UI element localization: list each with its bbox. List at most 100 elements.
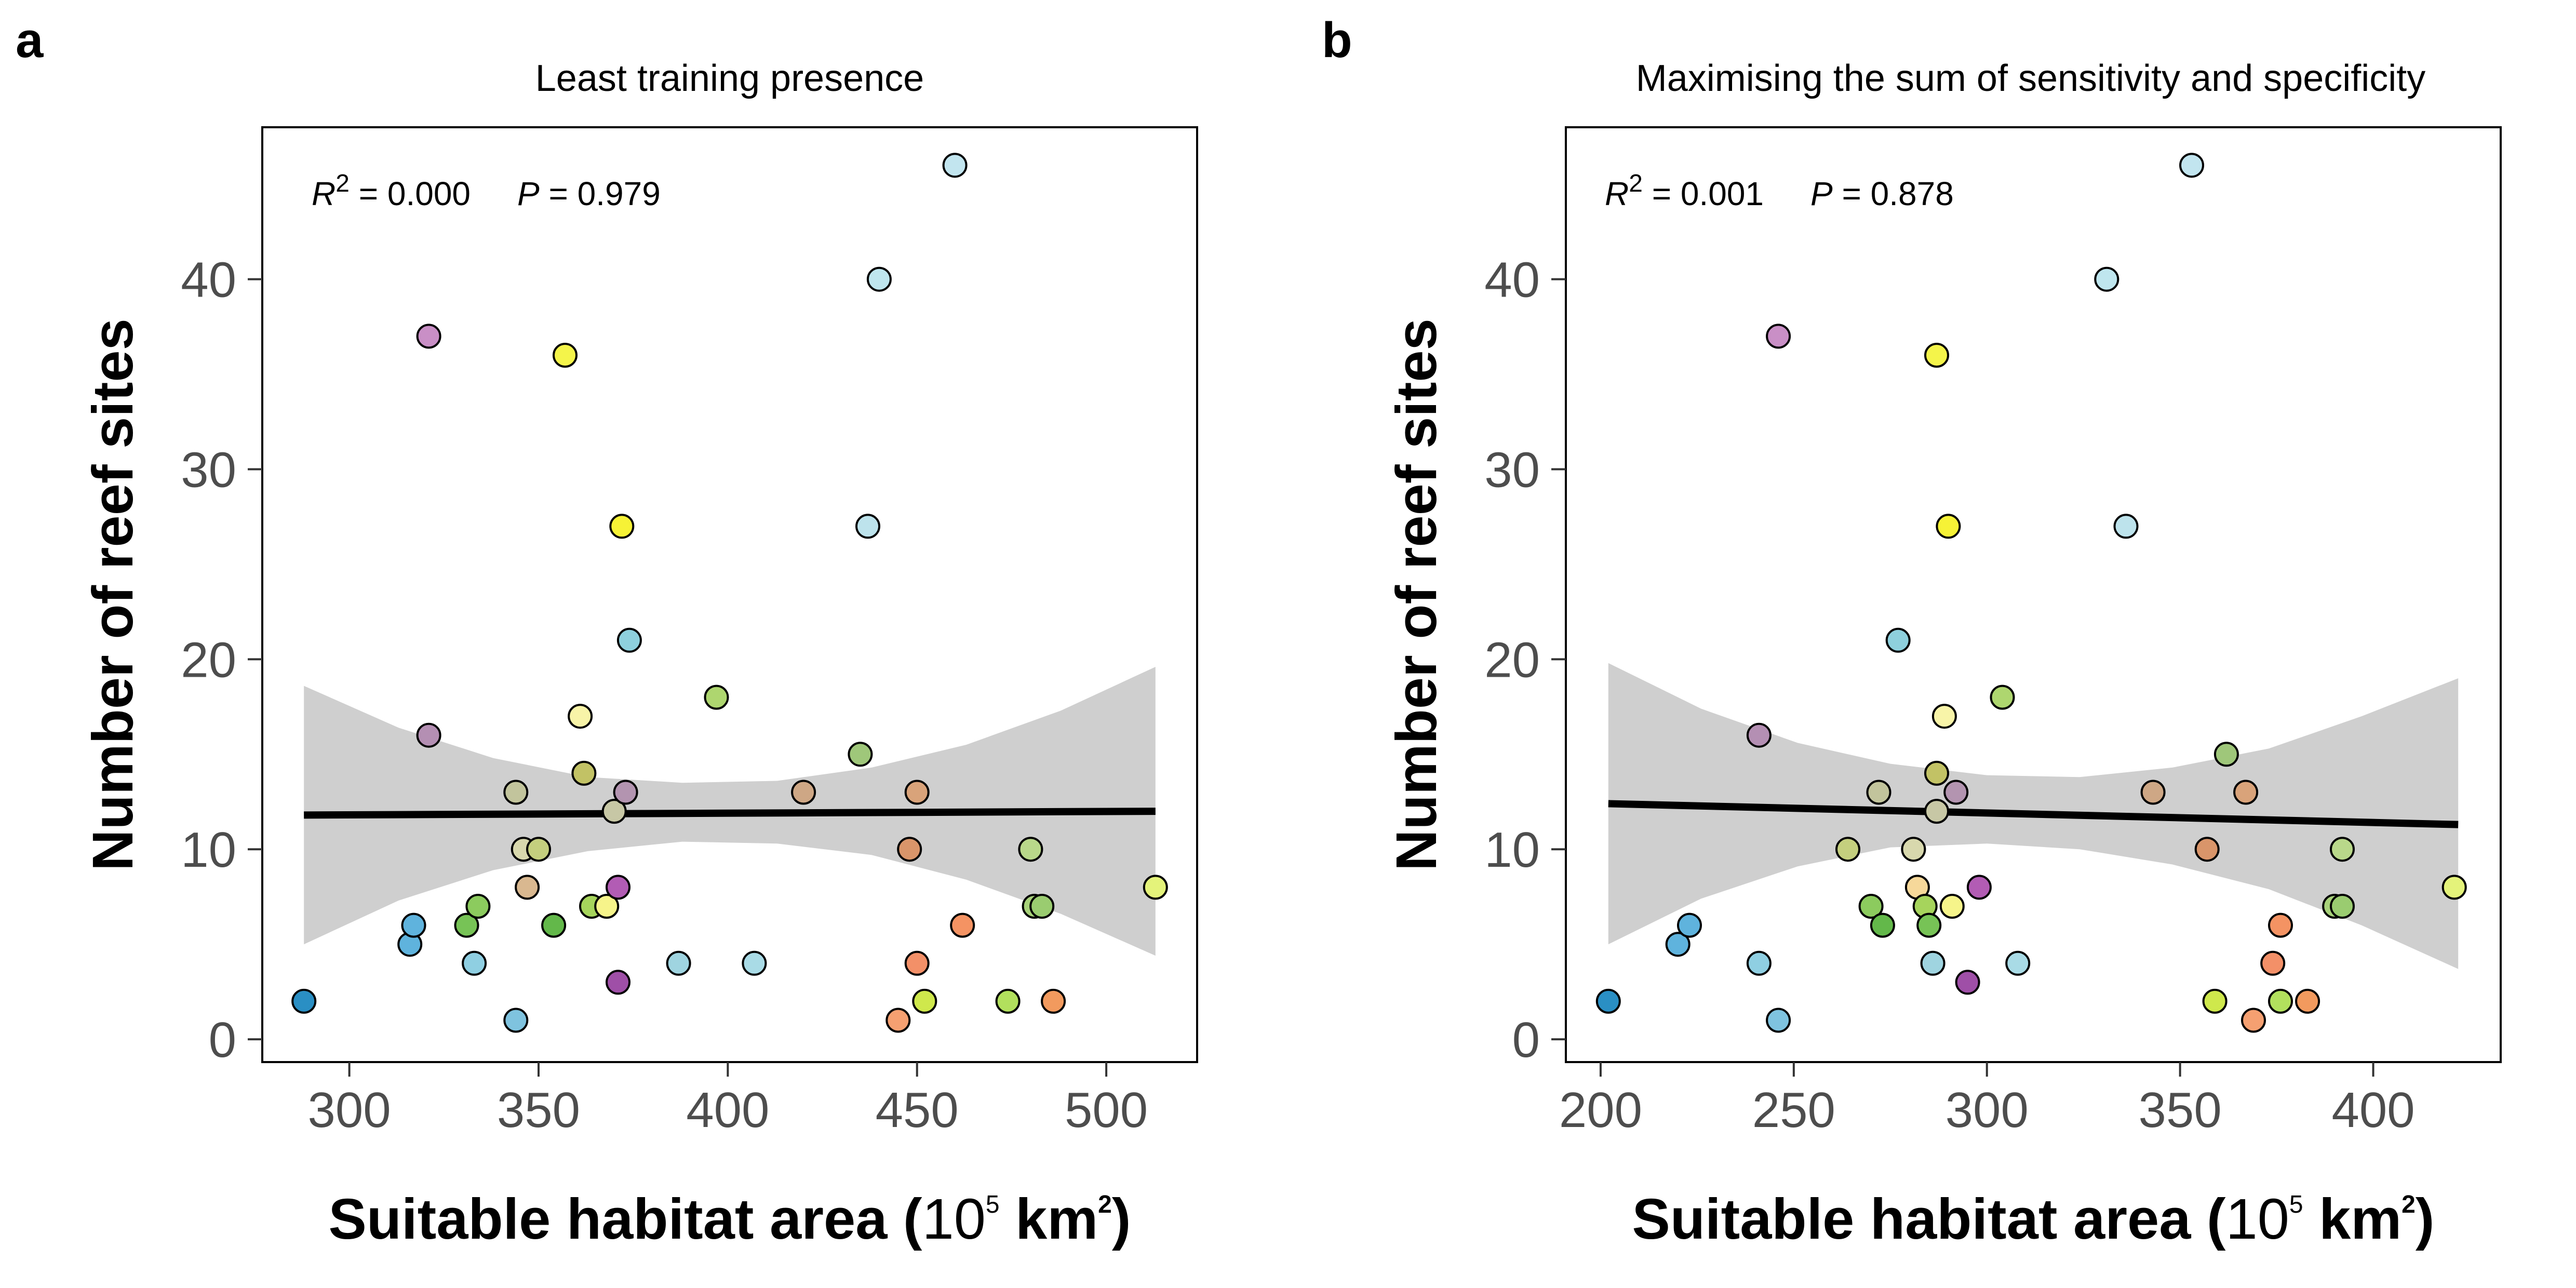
p-value: = 0.878 — [1833, 175, 1954, 212]
data-point — [1665, 932, 1691, 957]
data-point — [2268, 913, 2293, 938]
data-point — [2213, 742, 2239, 767]
data-point — [2140, 780, 2166, 805]
r2-label: R — [312, 175, 336, 212]
plot-area — [261, 126, 1198, 1063]
x-tick-label: 300 — [1946, 1082, 2029, 1138]
y-axis-title: Number of reef sites — [81, 318, 145, 871]
x-axis-title-unit: km — [1000, 1187, 1098, 1251]
data-point — [1916, 913, 1942, 938]
data-point — [995, 988, 1021, 1014]
panel-letter: a — [16, 12, 44, 68]
x-tick-label: 400 — [2331, 1082, 2414, 1138]
data-point — [904, 780, 930, 805]
data-point — [1835, 837, 1860, 862]
x-axis-title-base: 10 — [2226, 1187, 2289, 1251]
y-axis: 0 10 20 30 40 — [181, 252, 262, 1068]
r2-value: = 0.000 — [350, 175, 471, 212]
data-point — [2330, 894, 2355, 919]
y-tick-label: 0 — [209, 1012, 236, 1068]
stats-annotation: R2 = 0.000 P = 0.979 — [312, 170, 661, 212]
data-point — [616, 627, 642, 653]
y-tick-label: 10 — [1484, 822, 1540, 878]
data-point — [904, 950, 930, 976]
data-point — [2441, 875, 2467, 900]
x-axis-title: Suitable habitat area (105 km2) — [328, 1187, 1131, 1251]
data-point — [454, 913, 479, 938]
p-label: P — [1810, 175, 1833, 212]
data-point — [1595, 988, 1621, 1014]
data-point — [1901, 837, 1926, 862]
p-label: P — [517, 175, 540, 212]
x-axis: 300 350 400 450 500 — [308, 1062, 1148, 1138]
data-point — [912, 988, 937, 1014]
plot-frame — [261, 126, 1198, 1063]
data-point — [2202, 988, 2228, 1014]
chart-title: Maximising the sum of sensitivity and sp… — [1636, 58, 2426, 99]
data-point — [1766, 324, 1791, 349]
data-point — [2179, 153, 2204, 178]
data-point — [503, 780, 529, 805]
x-axis-title-close: ) — [1112, 1187, 1131, 1251]
data-point — [1939, 894, 1965, 919]
plot-area — [1565, 126, 2502, 1063]
data-point — [2194, 837, 2220, 862]
y-axis-title: Number of reef sites — [1385, 318, 1448, 871]
chart-title: Least training presence — [535, 58, 924, 99]
y-tick-label: 30 — [1484, 442, 1540, 498]
panel-b: b Maximising the sum of sensitivity and … — [1322, 12, 2502, 1251]
data-point — [704, 685, 729, 710]
x-axis-title-exp: 5 — [986, 1191, 1000, 1218]
data-point — [571, 760, 597, 786]
y-tick-label: 40 — [181, 252, 236, 308]
data-point — [848, 742, 873, 767]
stats-annotation: R2 = 0.001 P = 0.878 — [1605, 170, 1954, 212]
data-point — [942, 153, 968, 178]
r2-exponent: 2 — [1629, 170, 1643, 197]
data-point — [950, 913, 975, 938]
data-point — [2268, 988, 2293, 1014]
data-point — [568, 704, 593, 729]
x-tick-label: 450 — [876, 1082, 959, 1138]
data-point — [606, 970, 630, 995]
data-point — [1677, 913, 1702, 938]
data-point — [1924, 760, 1949, 786]
r2-exponent: 2 — [336, 170, 350, 197]
x-axis-title-main: Suitable habitat area ( — [328, 1187, 922, 1251]
x-tick-label: 500 — [1065, 1082, 1148, 1138]
data-point — [416, 722, 441, 748]
data-point — [609, 514, 635, 539]
x-tick-label: 250 — [1752, 1082, 1835, 1138]
data-point — [866, 266, 892, 292]
data-point — [1990, 685, 2015, 710]
r2-value: = 0.001 — [1643, 175, 1764, 212]
data-point — [462, 950, 487, 976]
data-point — [613, 780, 638, 805]
data-point — [416, 324, 441, 349]
x-axis-title-unit-exp: 2 — [2401, 1191, 2416, 1218]
y-tick-label: 30 — [181, 442, 236, 498]
data-point — [541, 913, 567, 938]
data-point — [666, 950, 691, 976]
y-tick-label: 0 — [1512, 1012, 1540, 1068]
data-point — [401, 913, 426, 938]
data-point — [1955, 970, 1980, 995]
data-point — [1858, 894, 1884, 919]
regression-line — [1608, 800, 2459, 828]
data-point — [2113, 514, 2139, 539]
y-axis: 0 10 20 30 40 — [1484, 252, 1566, 1068]
data-point — [1924, 343, 1949, 368]
data-point — [1041, 988, 1066, 1014]
data-point — [1029, 894, 1055, 919]
x-tick-label: 400 — [686, 1082, 769, 1138]
x-axis-title-base: 10 — [922, 1187, 986, 1251]
data-point — [2005, 950, 2031, 976]
data-point — [1920, 950, 1946, 976]
data-point — [1746, 722, 1772, 748]
data-point — [1143, 875, 1168, 900]
data-point — [1870, 913, 1895, 938]
data-point — [291, 988, 317, 1014]
x-axis-title-main: Suitable habitat area ( — [1632, 1187, 2225, 1251]
data-point — [1866, 780, 1891, 805]
data-point — [2233, 780, 2259, 805]
